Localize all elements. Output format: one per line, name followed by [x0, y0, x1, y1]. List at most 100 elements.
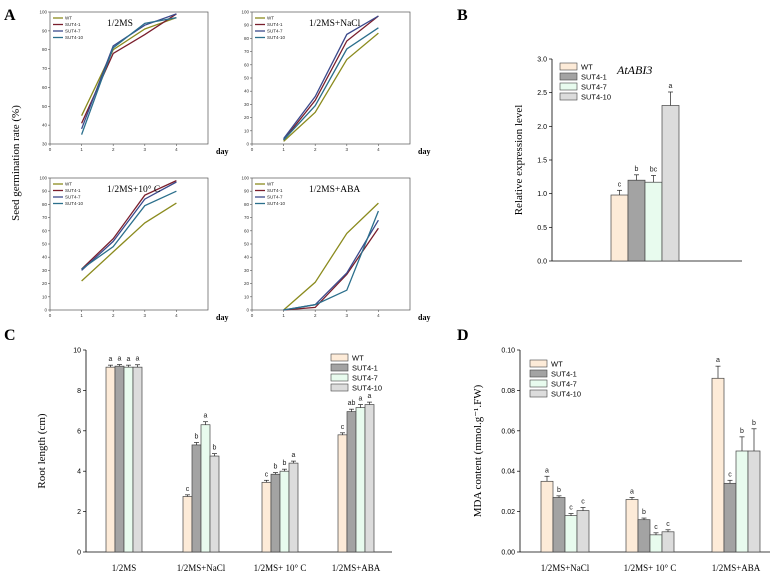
y-tick-label: 40: [42, 123, 48, 128]
legend-label: SUT4-10: [581, 93, 611, 102]
y-tick-label: 0: [44, 308, 47, 313]
legend-label: SUT4-10: [551, 390, 581, 399]
significance-label: a: [204, 413, 208, 420]
bar-sut4-10: [132, 366, 143, 553]
chart-title: 1/2MS: [107, 19, 133, 29]
significance-label: a: [545, 467, 549, 474]
y-tick-label: 90: [42, 189, 48, 194]
legend-swatch: [529, 369, 548, 378]
legend-swatch: [529, 379, 548, 388]
y-tick-label: 90: [244, 189, 250, 194]
significance-label: b: [635, 166, 639, 173]
significance-label: a: [359, 396, 363, 403]
legend-swatch: [559, 72, 578, 81]
y-axis-label: Root length (cm): [36, 413, 48, 488]
x-category-label: 1/2MS+ABA: [332, 563, 381, 573]
y-tick-label: 2: [77, 509, 81, 516]
legend-label: WT: [551, 360, 563, 369]
y-tick-label: 100: [241, 10, 249, 15]
significance-label: c: [581, 499, 585, 506]
legend-swatch: [559, 62, 578, 71]
series-line-sut4-7: [80, 13, 177, 130]
legend-label: WT: [581, 63, 593, 72]
bar-wt: [540, 480, 554, 553]
y-tick-label: 50: [42, 242, 48, 247]
bar-sut4-1: [346, 411, 357, 553]
bar-sut4-10: [661, 105, 680, 262]
x-tick-label: 1: [282, 147, 285, 152]
y-tick-label: 70: [244, 215, 250, 220]
legend-label: SUT4-7: [581, 83, 607, 92]
legend-swatch: [559, 82, 578, 91]
bar-sut4-1: [552, 497, 566, 553]
y-tick-label: 30: [42, 142, 48, 147]
x-category-label: 1/2MS+ 10° C: [624, 563, 677, 573]
bar-wt: [711, 377, 725, 553]
chart-title: AtABI3: [616, 63, 652, 77]
significance-label: a: [292, 452, 296, 459]
significance-label: b: [752, 420, 756, 427]
legend-label: SUT4-1: [65, 188, 81, 193]
y-tick-label: 0.10: [501, 348, 515, 355]
x-tick-label: 1: [80, 313, 83, 318]
significance-label: c: [618, 181, 622, 188]
x-tick-label: 4: [377, 313, 380, 318]
bar-sut4-7: [649, 534, 663, 553]
legend-swatch: [529, 359, 548, 368]
significance-label: c: [341, 424, 345, 431]
legend-label: SUT4-1: [267, 188, 283, 193]
y-tick-label: 0: [246, 142, 249, 147]
y-tick-label: 30: [42, 268, 48, 273]
significance-label: a: [109, 356, 113, 363]
x-tick-label: 2: [112, 313, 115, 318]
significance-label: c: [569, 505, 573, 512]
legend-label: WT: [267, 182, 274, 187]
y-tick-label: 60: [42, 85, 48, 90]
plot-frame: [49, 11, 209, 145]
bar-wt: [610, 194, 629, 262]
bar-sut4-10: [364, 404, 375, 553]
x-category-label: 1/2MS+NaCl: [177, 563, 226, 573]
y-tick-label: 2.0: [537, 124, 547, 131]
y-tick-label: 60: [42, 228, 48, 233]
series-line-wt: [81, 202, 177, 282]
x-tick-label: 4: [175, 147, 178, 152]
panel-d: 0.00 0.02 0.04 0.06 0.08 0.10 a b c c 1/2MS+NaCl a b…: [472, 348, 770, 573]
y-tick-label: 2.5: [537, 90, 547, 97]
y-tick-label: 1.5: [537, 158, 547, 165]
y-tick-label: 0.0: [537, 259, 547, 266]
legend-label: SUT4-1: [65, 22, 81, 27]
legend-label: SUT4-10: [65, 35, 84, 40]
significance-label: ab: [348, 400, 356, 407]
series-line-sut4-7: [283, 219, 379, 311]
legend-label: SUT4-7: [267, 195, 283, 200]
significance-label: bc: [650, 166, 658, 173]
bar-sut4-10: [209, 455, 220, 553]
y-tick-label: 30: [244, 268, 250, 273]
y-tick-label: 20: [244, 281, 250, 286]
significance-label: a: [630, 488, 634, 495]
legend-label: SUT4-10: [352, 384, 382, 393]
bar-sut4-7: [200, 424, 211, 553]
x-tick-label: 4: [377, 147, 380, 152]
bar-sut4-1: [191, 444, 202, 553]
significance-label: b: [274, 464, 278, 471]
chart-title: 1/2MS+NaCl: [309, 19, 361, 29]
significance-label: a: [127, 356, 131, 363]
x-tick-label: 0: [49, 313, 52, 318]
y-tick-label: 8: [77, 388, 81, 395]
bar-sut4-7: [735, 450, 749, 553]
chart-title: 1/2MS+ABA: [309, 185, 360, 195]
y-tick-label: 80: [244, 202, 250, 207]
significance-label: c: [666, 521, 670, 528]
legend-label: SUT4-10: [65, 201, 84, 206]
y-tick-label: 0.5: [537, 225, 547, 232]
bar-sut4-10: [288, 462, 299, 553]
bar-sut4-10: [661, 531, 675, 553]
significance-label: b: [213, 445, 217, 452]
legend-swatch: [330, 353, 349, 362]
y-tick-label: 80: [244, 36, 250, 41]
